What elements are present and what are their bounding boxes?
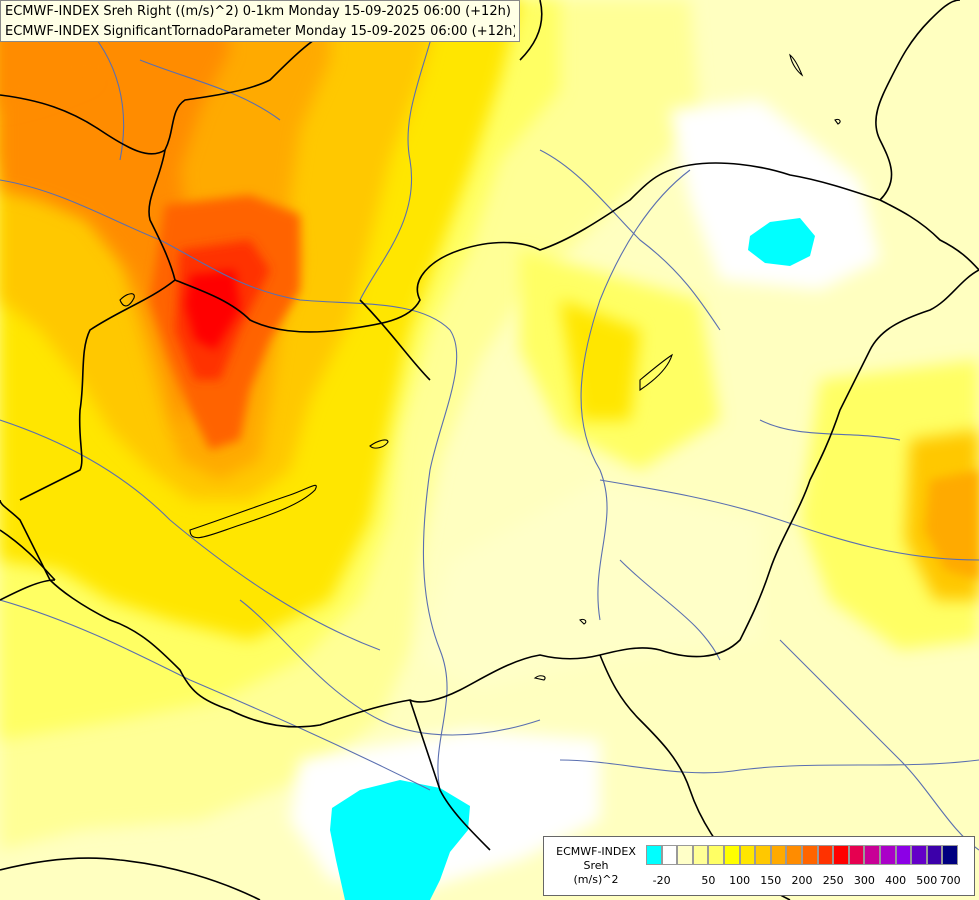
- legend-swatch: [708, 845, 724, 865]
- legend-tick-label: 500: [916, 874, 938, 887]
- legend-tick-label: 50: [701, 874, 716, 887]
- legend-swatch: [864, 845, 880, 865]
- legend-tick-label: 200: [791, 874, 813, 887]
- legend-swatch: [692, 845, 709, 865]
- legend-swatch: [942, 845, 958, 865]
- legend-title: ECMWF-INDEX: [556, 845, 636, 858]
- legend-tick-label: 700: [939, 874, 961, 887]
- title-line-stp: ECMWF-INDEX SignificantTornadoParameter …: [5, 24, 515, 39]
- color-legend: ECMWF-INDEX Sreh (m/s)^2 -20 50 100 150 200 2…: [543, 836, 975, 896]
- legend-swatch: [786, 845, 802, 865]
- map-title-box: ECMWF-INDEX Sreh Right ((m/s)^2) 0-1km M…: [0, 0, 520, 42]
- legend-swatch: [646, 845, 662, 865]
- legend-unit: (m/s)^2: [573, 873, 619, 886]
- legend-swatches: [646, 845, 958, 865]
- legend-swatch: [911, 845, 927, 865]
- legend-swatch: [739, 845, 756, 865]
- legend-swatch: [755, 845, 771, 865]
- legend-tick-label: 150: [760, 874, 782, 887]
- legend-variable: Sreh: [583, 859, 609, 872]
- legend-swatch: [879, 845, 896, 865]
- legend-swatch: [926, 845, 943, 865]
- lakes: [119, 53, 841, 681]
- legend-swatch: [723, 845, 740, 865]
- legend-swatch: [848, 845, 865, 865]
- legend-swatch: [817, 845, 834, 865]
- legend-swatch: [770, 845, 787, 865]
- legend-label: ECMWF-INDEX Sreh (m/s)^2: [548, 845, 644, 887]
- legend-tick-label: 100: [729, 874, 751, 887]
- legend-tick-label: -20: [652, 874, 671, 887]
- legend-ticks: -20 50 100 150 200 250 300 400 500 700: [646, 874, 970, 888]
- legend-swatch: [661, 845, 678, 865]
- legend-swatch: [833, 845, 849, 865]
- legend-swatch: [677, 845, 693, 865]
- legend-tick-label: 400: [885, 874, 907, 887]
- title-line-sreh: ECMWF-INDEX Sreh Right ((m/s)^2) 0-1km M…: [5, 4, 511, 19]
- legend-tick-label: 300: [853, 874, 875, 887]
- legend-tick-label: 250: [822, 874, 844, 887]
- legend-swatch: [801, 845, 818, 865]
- legend-swatch: [895, 845, 912, 865]
